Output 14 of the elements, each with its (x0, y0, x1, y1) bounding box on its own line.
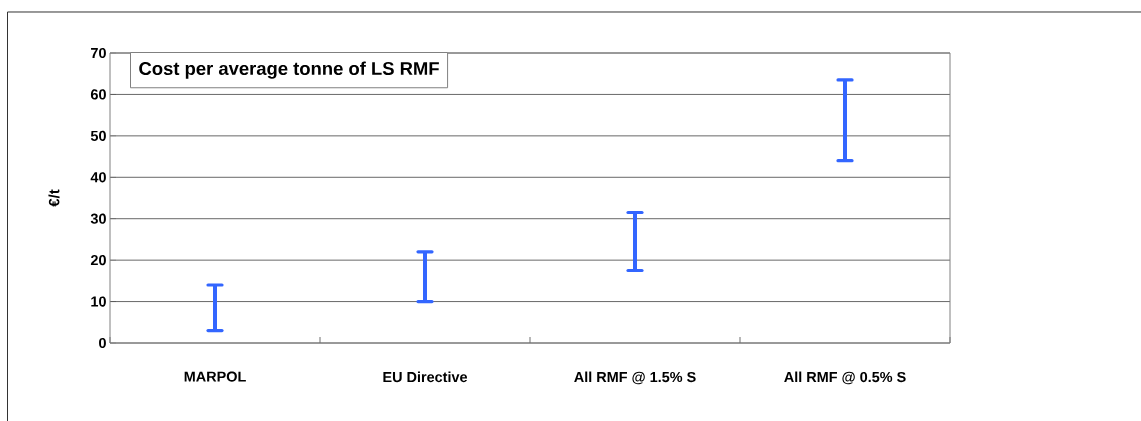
y-tick-label: 20 (90, 255, 106, 266)
x-tick-label: MARPOL (184, 371, 246, 382)
chart-title: Cost per average tonne of LS RMF (139, 61, 439, 79)
x-tick-label: EU Directive (383, 371, 468, 383)
x-tick-label: All RMF @ 0.5% S (784, 371, 906, 385)
y-axis-title: €/t (48, 189, 60, 207)
y-tick-label: 50 (90, 130, 106, 141)
y-tick-label: 10 (91, 296, 106, 307)
y-tick-label: 0 (99, 337, 106, 349)
x-tick-label: All RMF @ 1.5% S (574, 371, 696, 385)
y-tick-label: 70 (91, 47, 106, 59)
y-tick-label: 40 (90, 172, 106, 183)
y-tick-label: 60 (90, 89, 106, 100)
y-tick-label: 30 (90, 213, 106, 224)
